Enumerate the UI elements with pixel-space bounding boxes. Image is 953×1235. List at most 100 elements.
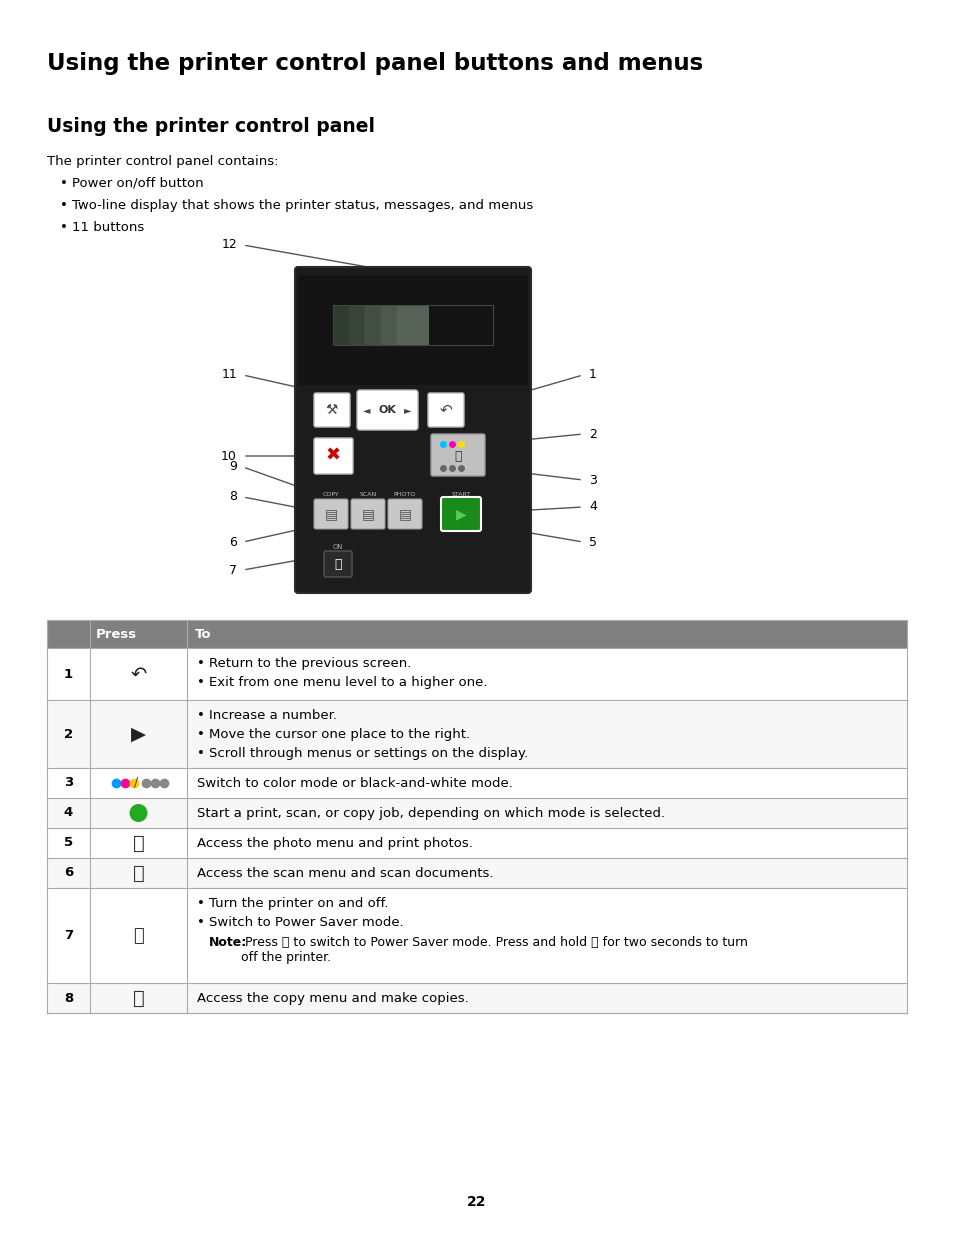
Text: ✖: ✖ (325, 447, 340, 466)
Text: ▤: ▤ (398, 508, 411, 521)
Bar (47, 983, 906, 1013)
Text: Start a print, scan, or copy job, depending on which mode is selected.: Start a print, scan, or copy job, depend… (196, 806, 664, 820)
Text: ▤: ▤ (324, 508, 337, 521)
FancyBboxPatch shape (314, 499, 348, 529)
Text: 12: 12 (221, 238, 236, 252)
Text: ⎘: ⎘ (132, 834, 144, 852)
Text: •: • (196, 727, 205, 741)
Text: 4: 4 (64, 806, 73, 820)
Text: ▶: ▶ (456, 508, 466, 521)
Text: 7: 7 (229, 563, 236, 577)
Bar (47, 768, 906, 798)
Text: Switch to Power Saver mode.: Switch to Power Saver mode. (209, 916, 403, 929)
Text: Access the copy menu and make copies.: Access the copy menu and make copies. (196, 992, 468, 1005)
Bar (47, 620, 906, 648)
Text: Scroll through menus or settings on the display.: Scroll through menus or settings on the … (209, 747, 528, 760)
Bar (297, 275, 527, 385)
Text: ON: ON (333, 543, 343, 550)
Text: 3: 3 (588, 473, 597, 487)
Text: Press: Press (96, 627, 137, 641)
FancyBboxPatch shape (440, 496, 480, 531)
Bar (47, 858, 906, 888)
Text: Two-line display that shows the printer status, messages, and menus: Two-line display that shows the printer … (71, 199, 533, 212)
Text: OK: OK (378, 405, 396, 415)
Text: 5: 5 (64, 836, 73, 850)
Bar (349, 305, 380, 345)
Text: ↶: ↶ (131, 664, 147, 683)
Text: SCAN: SCAN (359, 493, 376, 498)
Text: 1: 1 (588, 368, 597, 382)
Bar (47, 827, 906, 858)
FancyBboxPatch shape (324, 551, 352, 577)
Text: 6: 6 (64, 867, 73, 879)
Text: 6: 6 (229, 536, 236, 548)
Text: Access the photo menu and print photos.: Access the photo menu and print photos. (196, 837, 473, 850)
Bar (380, 305, 413, 345)
FancyBboxPatch shape (388, 499, 421, 529)
Text: PHOTO: PHOTO (394, 493, 416, 498)
Text: Return to the previous screen.: Return to the previous screen. (209, 657, 411, 671)
Text: Power on/off button: Power on/off button (71, 177, 203, 190)
Bar (47, 648, 906, 700)
Text: Press ⏻ to switch to Power Saver mode. Press and hold ⏻ for two seconds to turn
: Press ⏻ to switch to Power Saver mode. P… (241, 936, 747, 965)
Text: •: • (196, 709, 205, 722)
FancyBboxPatch shape (428, 393, 463, 427)
Bar (47, 700, 906, 768)
Bar (365, 305, 396, 345)
FancyBboxPatch shape (431, 433, 484, 475)
Text: ⚒: ⚒ (325, 403, 338, 417)
Text: START: START (451, 493, 470, 498)
Text: ⎘: ⎘ (132, 988, 144, 1008)
Bar (333, 305, 493, 345)
FancyBboxPatch shape (356, 390, 417, 430)
Text: 11: 11 (221, 368, 236, 382)
FancyBboxPatch shape (294, 267, 531, 593)
Text: Turn the printer on and off.: Turn the printer on and off. (209, 897, 388, 910)
Text: •: • (60, 199, 68, 212)
Text: •: • (196, 916, 205, 929)
Text: ◄: ◄ (363, 405, 371, 415)
Text: •: • (196, 747, 205, 760)
Text: ▶: ▶ (131, 725, 146, 743)
Text: 2: 2 (588, 427, 597, 441)
Text: ↶: ↶ (439, 403, 452, 417)
Text: The printer control panel contains:: The printer control panel contains: (47, 156, 278, 168)
Text: 3: 3 (64, 777, 73, 789)
Text: ⏻: ⏻ (334, 557, 341, 571)
Text: /: / (134, 776, 138, 788)
Text: 7: 7 (64, 929, 73, 942)
Text: Increase a number.: Increase a number. (209, 709, 336, 722)
Text: Move the cursor one place to the right.: Move the cursor one place to the right. (209, 727, 470, 741)
Text: 9: 9 (229, 461, 236, 473)
FancyBboxPatch shape (351, 499, 385, 529)
Text: •: • (196, 657, 205, 671)
Text: 🖨: 🖨 (454, 450, 461, 462)
Text: Using the printer control panel: Using the printer control panel (47, 117, 375, 136)
Text: ⏻: ⏻ (133, 926, 144, 945)
Text: •: • (60, 221, 68, 233)
Text: 8: 8 (64, 992, 73, 1004)
Text: Note:: Note: (209, 936, 247, 948)
Text: ►: ► (404, 405, 412, 415)
Text: 5: 5 (588, 536, 597, 548)
Text: Access the scan menu and scan documents.: Access the scan menu and scan documents. (196, 867, 493, 881)
Text: 10: 10 (221, 450, 236, 462)
Bar (47, 888, 906, 983)
FancyBboxPatch shape (314, 393, 350, 427)
Bar (47, 798, 906, 827)
Text: 4: 4 (588, 500, 597, 514)
Text: ▤: ▤ (361, 508, 375, 521)
FancyBboxPatch shape (314, 438, 353, 474)
Text: 11 buttons: 11 buttons (71, 221, 144, 233)
Text: Exit from one menu level to a higher one.: Exit from one menu level to a higher one… (209, 676, 487, 689)
Text: Using the printer control panel buttons and menus: Using the printer control panel buttons … (47, 52, 702, 75)
Text: Switch to color mode or black-and-white mode.: Switch to color mode or black-and-white … (196, 777, 513, 790)
Text: •: • (196, 897, 205, 910)
Text: To: To (194, 627, 212, 641)
Text: ⎘: ⎘ (132, 863, 144, 883)
Circle shape (130, 804, 148, 823)
Text: •: • (196, 676, 205, 689)
Bar (333, 305, 365, 345)
Text: 22: 22 (467, 1195, 486, 1209)
Bar (396, 305, 429, 345)
